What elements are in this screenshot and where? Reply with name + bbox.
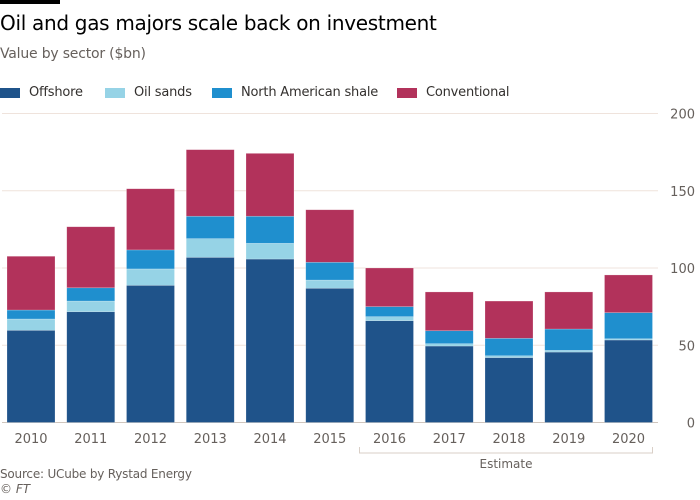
bar-conventional-2019	[544, 291, 594, 330]
bar-oil-sands-2013	[185, 238, 235, 258]
x-tick-label: 2012	[134, 432, 167, 447]
bar-north-american-shale-2015	[305, 261, 355, 281]
bar-group-2018	[484, 300, 534, 423]
bar-group-2013	[185, 149, 235, 423]
bar-oil-sands-2018	[484, 355, 534, 358]
bar-conventional-2018	[484, 300, 534, 339]
legend-swatch-conventional	[397, 87, 417, 98]
bar-group-2016	[365, 267, 414, 423]
bar-offshore-2015	[305, 287, 355, 423]
bar-group-2012	[126, 188, 175, 423]
legend-item-conventional: Conventional	[397, 85, 509, 100]
x-tick-label: 2020	[612, 432, 645, 447]
bar-north-american-shale-2020	[604, 312, 653, 340]
bars	[6, 149, 653, 423]
bar-north-american-shale-2019	[544, 328, 594, 351]
x-tick-label: 2010	[14, 432, 47, 447]
estimate-annotation: Estimate	[359, 447, 653, 471]
x-tick-label: 2011	[74, 432, 107, 447]
x-tick-label: 2013	[194, 432, 227, 447]
bar-oil-sands-2011	[66, 300, 116, 313]
copyright: © FT	[0, 482, 31, 496]
bar-conventional-2016	[365, 267, 414, 307]
bar-conventional-2013	[185, 149, 235, 217]
bar-conventional-2014	[245, 153, 295, 217]
legend-item-north-american-shale: North American shale	[212, 85, 378, 100]
bar-north-american-shale-2017	[424, 330, 474, 345]
bar-offshore-2017	[424, 345, 474, 423]
bar-conventional-2012	[126, 188, 175, 251]
legend-label-conventional: Conventional	[426, 85, 510, 100]
source-note: Source: UCube by Rystad Energy	[0, 467, 192, 481]
chart-subtitle: Value by sector ($bn)	[0, 46, 146, 62]
legend-swatch-north-american-shale	[212, 87, 232, 98]
legend-swatch-oil-sands	[105, 87, 125, 98]
x-tick-label: 2014	[253, 432, 286, 447]
bar-north-american-shale-2011	[66, 287, 116, 302]
legend-swatch-offshore	[0, 87, 20, 98]
bar-group-2020	[604, 274, 653, 423]
bar-offshore-2014	[245, 258, 295, 423]
bar-oil-sands-2017	[424, 343, 474, 347]
ft-top-bar	[0, 0, 60, 4]
y-tick-label: 0	[687, 417, 695, 432]
bar-offshore-2013	[185, 257, 235, 423]
bar-north-american-shale-2013	[185, 215, 235, 239]
chart-title: Oil and gas majors scale back on investm…	[0, 11, 437, 35]
y-tick-label: 100	[670, 262, 695, 277]
bar-conventional-2017	[424, 291, 474, 332]
bar-group-2011	[66, 226, 116, 423]
legend-label-oil-sands: Oil sands	[134, 85, 192, 100]
bar-conventional-2020	[604, 274, 653, 313]
y-axis-ticks: 0 50 100 150 200	[670, 108, 695, 432]
bar-north-american-shale-2018	[484, 337, 534, 357]
bar-conventional-2010	[6, 255, 56, 311]
bar-north-american-shale-2012	[126, 249, 175, 270]
legend-item-oil-sands: Oil sands	[105, 85, 192, 100]
bar-offshore-2011	[66, 311, 116, 423]
legend-label-north-american-shale: North American shale	[241, 85, 379, 100]
y-tick-label: 50	[678, 339, 695, 354]
bar-oil-sands-2010	[6, 318, 56, 331]
bar-offshore-2019	[544, 351, 594, 423]
bar-north-american-shale-2014	[245, 215, 295, 244]
bar-conventional-2011	[66, 226, 116, 289]
legend-label-offshore: Offshore	[29, 85, 83, 100]
legend-item-offshore: Offshore	[0, 85, 83, 100]
x-tick-label: 2018	[492, 432, 525, 447]
bar-offshore-2018	[484, 357, 534, 423]
bar-group-2015	[305, 209, 355, 423]
estimate-label: Estimate	[479, 457, 532, 471]
bar-offshore-2010	[6, 329, 56, 423]
bar-oil-sands-2015	[305, 279, 355, 289]
bar-oil-sands-2012	[126, 268, 175, 286]
bar-group-2014	[245, 153, 295, 423]
x-tick-label: 2017	[433, 432, 466, 447]
bar-offshore-2012	[126, 285, 175, 423]
x-axis-ticks: 2010 2011 2012 2013 2014 2015 2016 2017 2018 2019…	[14, 432, 645, 447]
bar-north-american-shale-2010	[6, 309, 56, 320]
bar-group-2019	[544, 291, 594, 423]
bar-group-2017	[424, 291, 474, 423]
y-tick-label: 150	[670, 185, 695, 200]
bar-conventional-2015	[305, 209, 355, 263]
bar-oil-sands-2014	[245, 242, 295, 260]
bar-group-2010	[6, 255, 56, 423]
x-tick-label: 2019	[552, 432, 585, 447]
x-tick-label: 2016	[373, 432, 406, 447]
bar-oil-sands-2016	[365, 316, 414, 321]
bar-offshore-2020	[604, 339, 653, 423]
estimate-bracket	[359, 447, 653, 454]
y-tick-label: 200	[670, 108, 695, 123]
bar-north-american-shale-2016	[365, 306, 414, 317]
bar-offshore-2016	[365, 320, 414, 423]
x-tick-label: 2015	[313, 432, 346, 447]
